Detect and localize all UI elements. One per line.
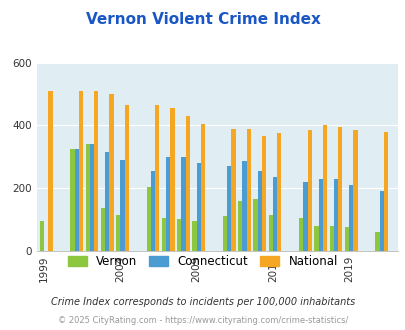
Bar xyxy=(94,91,98,251)
Bar xyxy=(383,132,387,251)
Bar xyxy=(348,185,352,251)
Bar xyxy=(85,144,90,251)
Bar xyxy=(307,130,311,251)
Bar xyxy=(344,227,348,251)
Bar xyxy=(109,94,113,251)
Bar xyxy=(226,166,231,251)
Bar xyxy=(79,91,83,251)
Bar xyxy=(379,191,383,251)
Bar xyxy=(196,163,200,251)
Bar xyxy=(242,161,246,251)
Bar xyxy=(200,124,205,251)
Bar xyxy=(181,157,185,251)
Bar xyxy=(313,226,318,251)
Bar xyxy=(166,157,170,251)
Bar xyxy=(329,226,333,251)
Bar xyxy=(90,144,94,251)
Bar xyxy=(253,199,257,251)
Bar xyxy=(162,218,166,251)
Bar xyxy=(48,91,53,251)
Legend: Vernon, Connecticut, National: Vernon, Connecticut, National xyxy=(63,250,342,273)
Bar xyxy=(298,218,303,251)
Bar xyxy=(155,105,159,251)
Bar xyxy=(257,171,261,251)
Bar xyxy=(185,116,190,251)
Bar xyxy=(222,216,226,251)
Bar xyxy=(116,215,120,251)
Bar xyxy=(277,133,281,251)
Bar xyxy=(151,171,155,251)
Bar xyxy=(177,219,181,251)
Bar xyxy=(124,105,129,251)
Bar xyxy=(105,152,109,251)
Text: Vernon Violent Crime Index: Vernon Violent Crime Index xyxy=(85,12,320,26)
Bar xyxy=(170,108,174,251)
Bar xyxy=(40,221,44,251)
Bar xyxy=(333,179,337,251)
Bar xyxy=(237,201,242,251)
Bar xyxy=(374,232,379,251)
Bar xyxy=(246,129,250,251)
Bar xyxy=(322,125,326,251)
Bar xyxy=(100,209,105,251)
Bar xyxy=(146,186,151,251)
Bar xyxy=(192,221,196,251)
Bar xyxy=(75,149,79,251)
Bar xyxy=(318,179,322,251)
Bar xyxy=(261,136,266,251)
Bar xyxy=(303,182,307,251)
Bar xyxy=(337,127,341,251)
Text: © 2025 CityRating.com - https://www.cityrating.com/crime-statistics/: © 2025 CityRating.com - https://www.city… xyxy=(58,316,347,325)
Bar xyxy=(70,149,75,251)
Text: Crime Index corresponds to incidents per 100,000 inhabitants: Crime Index corresponds to incidents per… xyxy=(51,297,354,307)
Bar xyxy=(120,160,124,251)
Bar xyxy=(352,130,357,251)
Bar xyxy=(231,129,235,251)
Bar xyxy=(268,215,272,251)
Bar xyxy=(272,177,277,251)
